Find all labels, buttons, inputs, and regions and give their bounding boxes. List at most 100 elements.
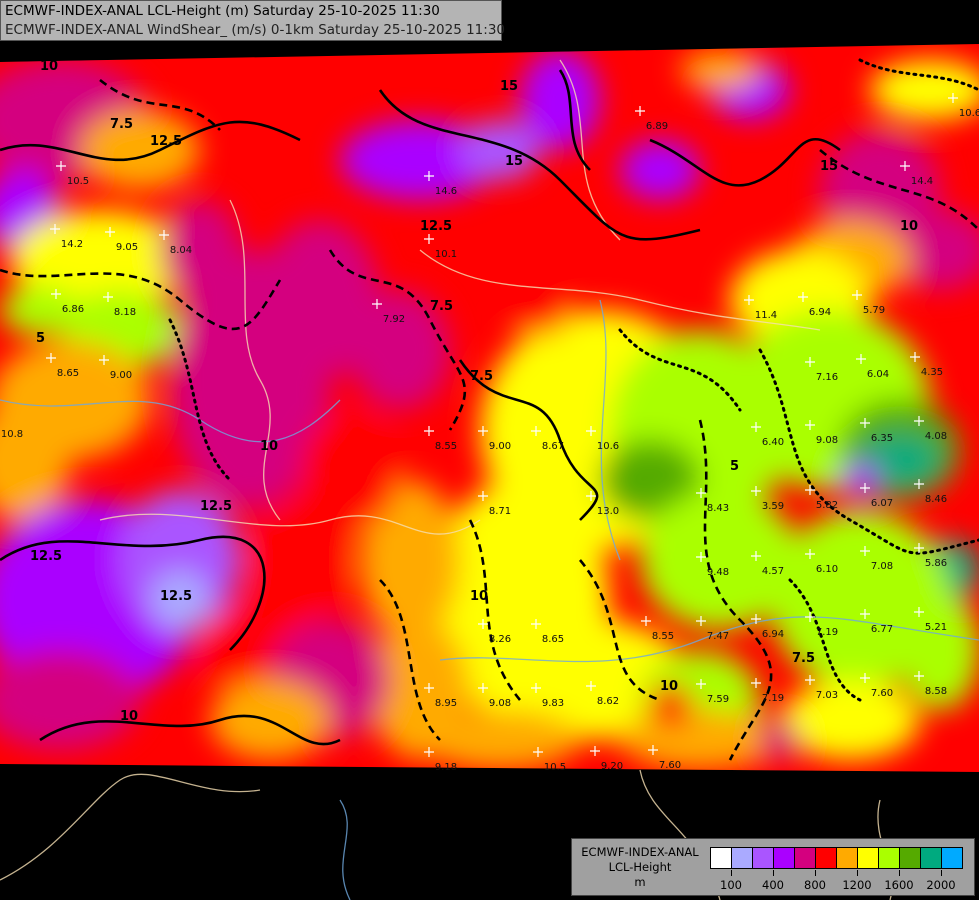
station-cross-icon	[696, 552, 706, 562]
contour-label: 15	[505, 154, 523, 169]
station-marker: 8.95	[424, 683, 457, 709]
station-value: 14.6	[435, 186, 457, 197]
station-cross-icon	[914, 671, 924, 681]
field-blob	[160, 200, 240, 300]
station-value: 10.8	[1, 429, 23, 440]
legend-swatch	[900, 848, 921, 868]
station-value: 9.08	[816, 435, 838, 446]
station-cross-icon	[586, 681, 596, 691]
station-cross-icon	[424, 426, 434, 436]
contour-label: 12.5	[150, 134, 182, 149]
station-value: 8.58	[925, 686, 947, 697]
station-marker: 7.59	[696, 679, 729, 705]
field-blob	[420, 710, 580, 770]
windshear-contour	[558, 69, 591, 171]
station-value: 7.47	[707, 631, 729, 642]
legend-tick-mark	[815, 870, 816, 876]
station-value: 8.55	[435, 441, 457, 452]
windshear-contour	[0, 268, 282, 331]
station-value: 7.60	[659, 760, 681, 771]
station-value: 7.08	[871, 561, 893, 572]
station-marker: 9.05	[105, 227, 138, 253]
contour-label: 7.5	[792, 651, 815, 666]
station-marker: 8.04	[159, 230, 192, 256]
station-value: 7.60	[871, 688, 893, 699]
field-blob	[260, 220, 380, 380]
station-marker: 7.08	[860, 546, 893, 572]
title-line-2: ECMWF-INDEX-ANAL WindShear_ (m/s) 0-1km …	[5, 22, 505, 38]
station-marker: 14.6	[424, 171, 457, 197]
station-marker: 10.1	[424, 234, 457, 260]
station-value: 14.4	[911, 176, 933, 187]
field-blob	[150, 570, 210, 630]
legend-tick-label: 100	[720, 878, 742, 892]
field-blob	[760, 720, 800, 760]
windshear-contour	[168, 318, 232, 482]
station-marker: 8.26	[478, 619, 511, 645]
station-value: 8.67	[542, 441, 564, 452]
station-value: 8.65	[57, 368, 79, 379]
station-marker: 9.08	[478, 683, 511, 709]
windshear-contour	[698, 419, 773, 761]
field-blob	[300, 410, 400, 530]
contour-label: 12.5	[30, 549, 62, 564]
station-marker: 4.08	[914, 416, 947, 442]
field-blob	[120, 490, 240, 630]
station-marker: 7.47	[696, 616, 729, 642]
station-marker: 8.71	[478, 491, 511, 517]
station-values: 10.5 14.2 9.05 8.04 6.86 8.18 8.65 9.00 10.8 14.6…	[1, 93, 979, 773]
station-marker: 9.20	[590, 746, 623, 772]
station-value: 4.57	[762, 566, 784, 577]
station-value: 8.26	[489, 634, 511, 645]
station-cross-icon	[50, 224, 60, 234]
station-value: 4.08	[925, 431, 947, 442]
station-cross-icon	[99, 355, 109, 365]
station-cross-icon	[751, 614, 761, 624]
station-marker: 5.86	[914, 543, 947, 569]
station-marker: 9.08	[805, 420, 838, 446]
contour-label: 15	[500, 79, 518, 94]
station-cross-icon	[856, 354, 866, 364]
contour-label: 10	[900, 219, 918, 234]
station-cross-icon	[478, 491, 488, 501]
windshear-contour	[858, 58, 979, 92]
station-cross-icon	[860, 418, 870, 428]
contour-label: 12.5	[160, 589, 192, 604]
field-blob	[780, 680, 920, 760]
windshear-contour	[0, 535, 266, 651]
field-blob	[0, 400, 70, 520]
contour-label: 12.5	[200, 499, 232, 514]
field-blob	[648, 683, 692, 727]
station-marker: 10.6	[586, 426, 619, 452]
legend-tick-mark	[941, 870, 942, 876]
station-marker: 6.94	[751, 614, 784, 640]
windshear-contours: 10 12.5 15 7.5 5 12.5 10 7.5 15 12.5 10 7.5 5 10 12.5 1…	[0, 58, 979, 761]
station-cross-icon	[751, 678, 761, 688]
river-line	[339, 799, 351, 900]
station-value: 7.16	[816, 372, 838, 383]
station-value: 9.00	[489, 441, 511, 452]
station-cross-icon	[590, 746, 600, 756]
station-cross-icon	[914, 607, 924, 617]
station-value: 8.46	[925, 494, 947, 505]
windshear-contour	[0, 120, 301, 162]
station-marker: 6.07	[860, 483, 893, 509]
station-cross-icon	[531, 683, 541, 693]
station-marker: 7.03	[805, 675, 838, 701]
station-value: 5.21	[925, 622, 947, 633]
legend-tick-label: 1200	[842, 878, 872, 892]
station-marker: 8.55	[641, 616, 674, 642]
field-blob	[640, 490, 800, 630]
station-value: 6.40	[762, 437, 784, 448]
station-value: 9.83	[542, 698, 564, 709]
station-value: 6.94	[762, 629, 784, 640]
windshear-contour	[819, 149, 979, 231]
station-value: 5.82	[816, 500, 838, 511]
river-line	[599, 299, 621, 561]
windshear-contour	[458, 359, 599, 521]
station-marker: 8.58	[914, 671, 947, 697]
field-blob	[80, 110, 200, 190]
station-cross-icon	[424, 234, 434, 244]
contour-label: 10	[260, 439, 278, 454]
station-marker: 13.0	[586, 491, 619, 517]
